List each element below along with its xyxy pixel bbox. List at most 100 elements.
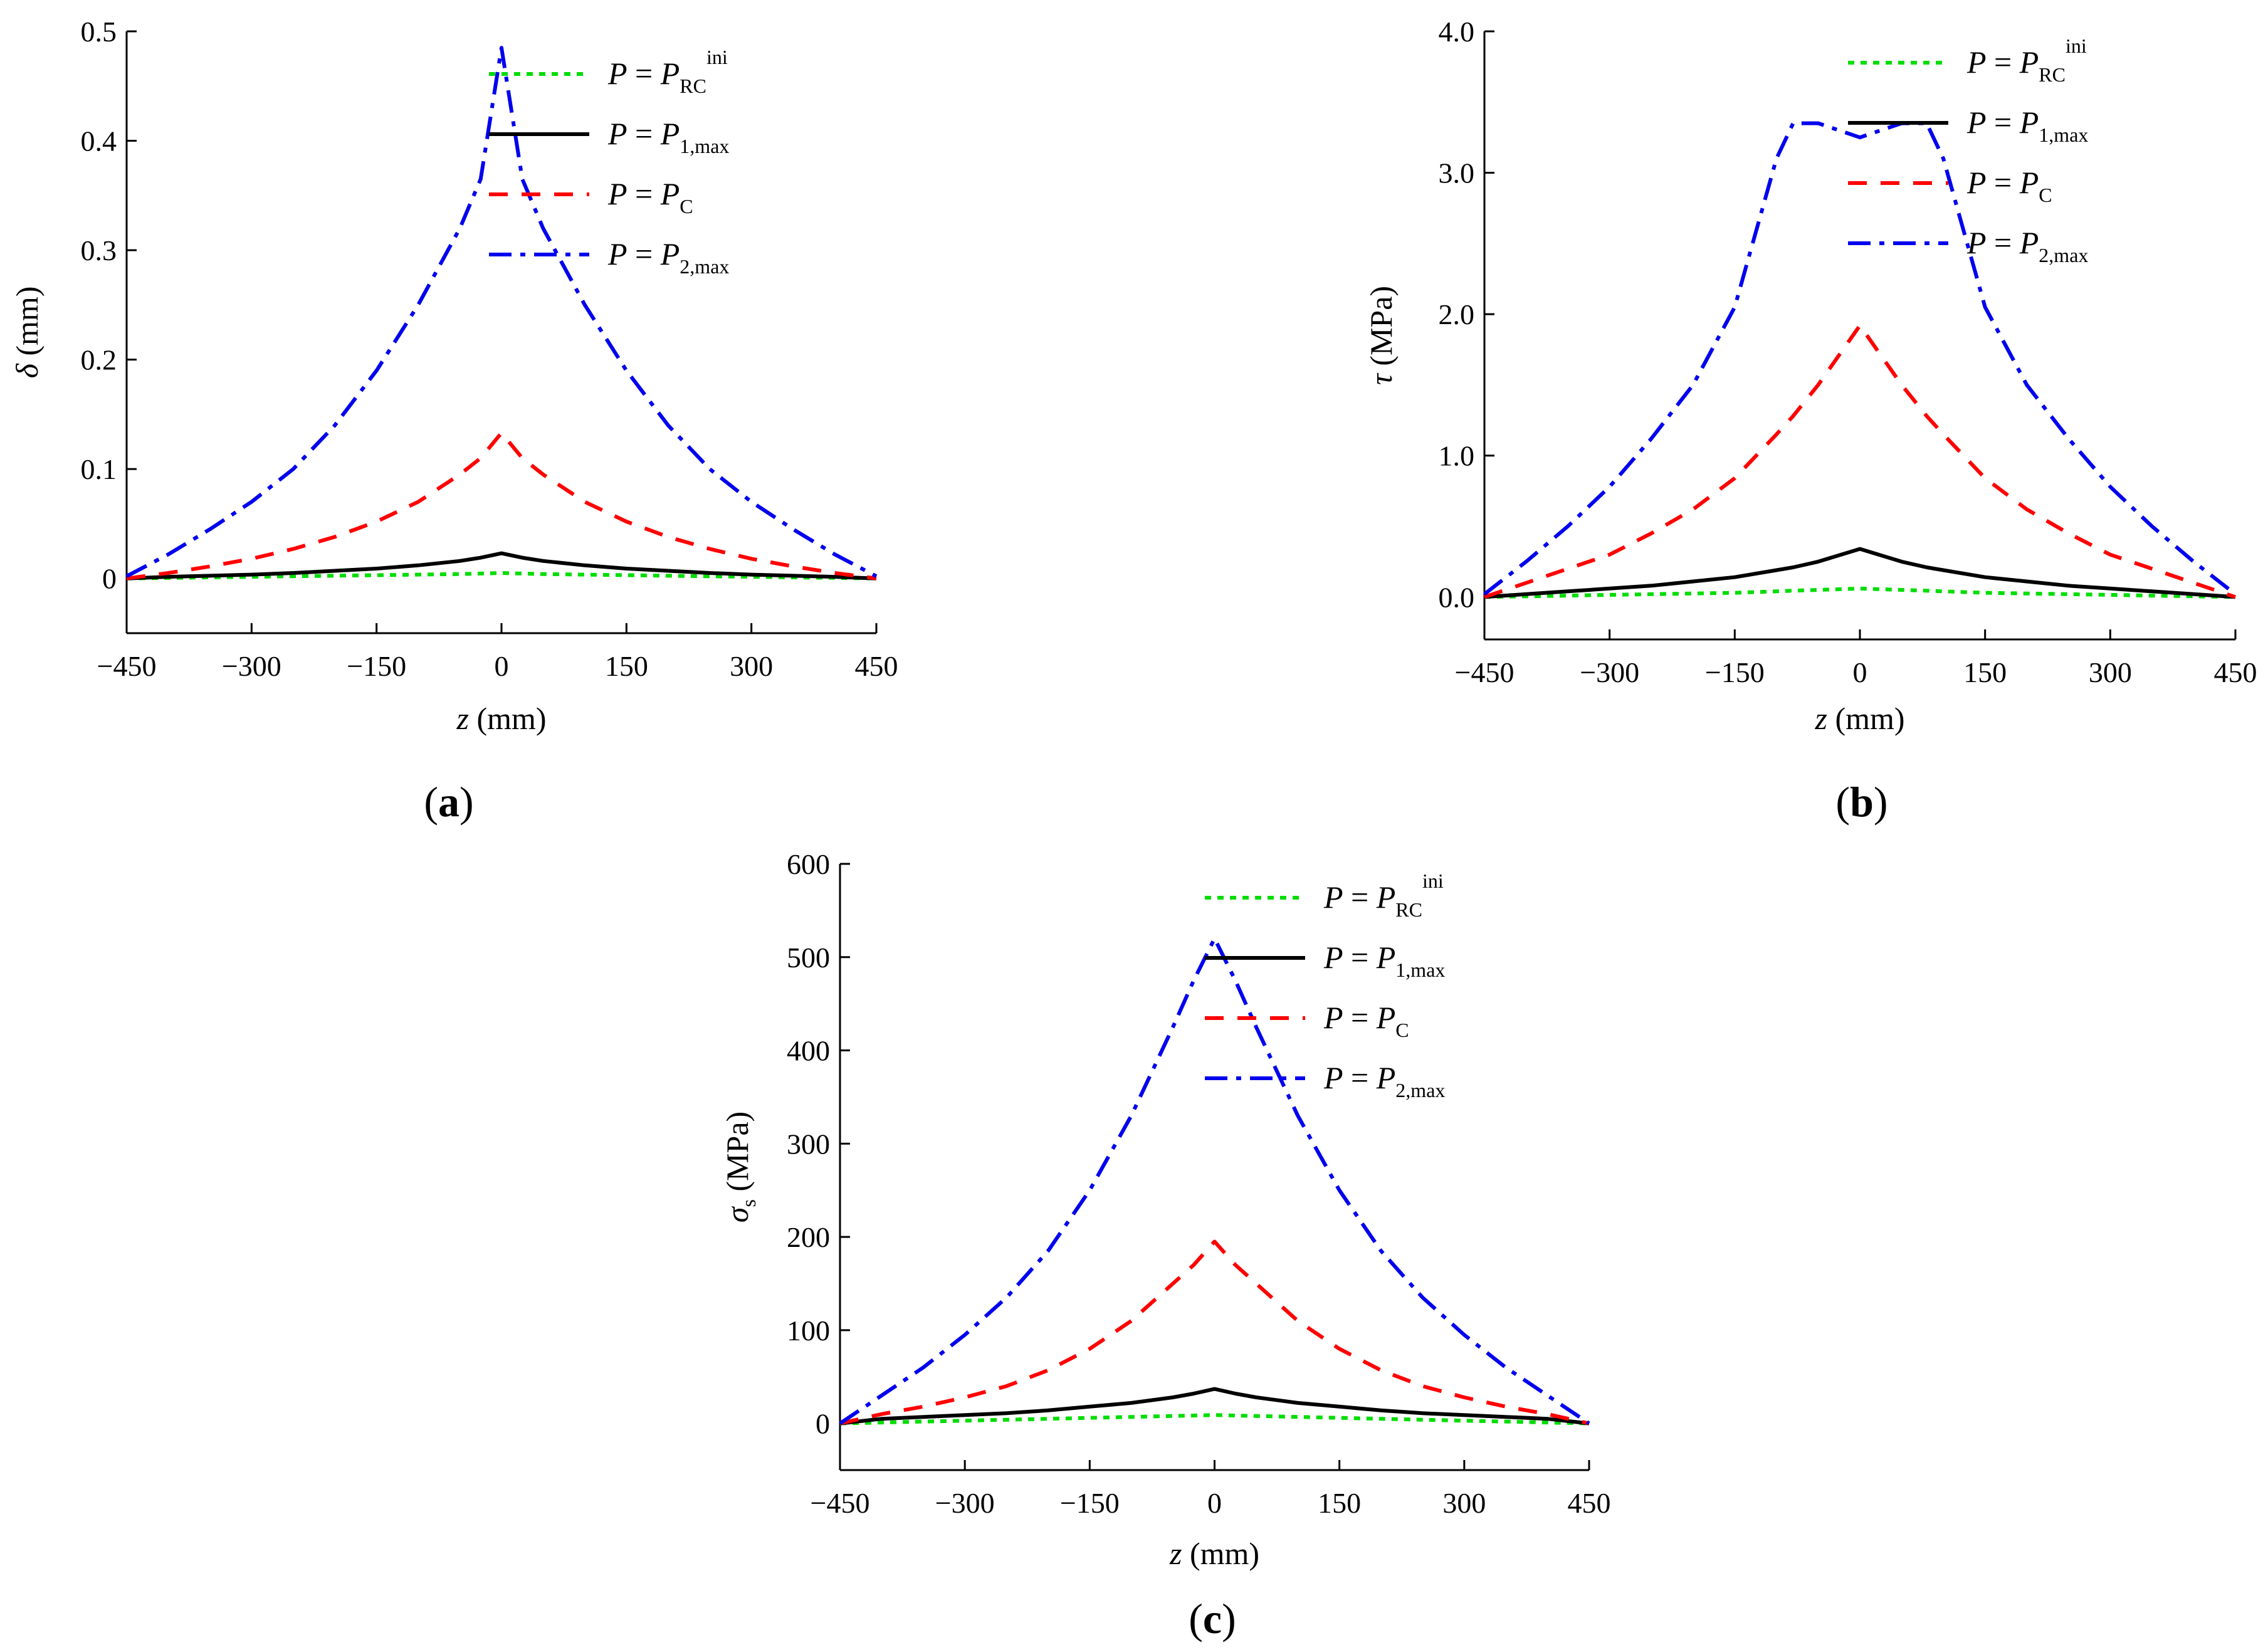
x-axis-variable: z — [1814, 701, 1827, 736]
x-tick-label: −300 — [935, 1487, 995, 1519]
panel-label-open: ( — [1835, 778, 1850, 826]
legend-rhs: P — [1376, 940, 1396, 975]
legend-lhs: P — [607, 236, 627, 271]
y-axis-variable: δ — [9, 363, 45, 378]
x-tick-label: 150 — [1318, 1487, 1361, 1519]
series-line-2 — [126, 431, 877, 581]
legend-subscript: 2,max — [1395, 1079, 1445, 1101]
legend-lhs: P — [1966, 165, 1987, 200]
legend-eq: = — [1343, 880, 1377, 915]
legend-subscript: 2,max — [680, 255, 729, 278]
x-tick-label: −150 — [1705, 656, 1765, 688]
y-axis-unit: (mm) — [9, 286, 45, 364]
legend-subscript: RC — [680, 75, 706, 97]
legend-eq: = — [627, 116, 661, 151]
panel-label-close: ) — [1222, 1595, 1236, 1642]
y-tick-label: 0.5 — [81, 16, 117, 48]
legend-subscript: C — [1395, 1019, 1409, 1041]
y-tick-label: 0.2 — [81, 344, 117, 376]
y-tick-label: 0 — [102, 563, 117, 595]
y-tick-label: 200 — [787, 1221, 830, 1253]
x-axis-unit: (mm) — [1182, 1536, 1259, 1571]
legend-eq: = — [1987, 105, 2020, 140]
legend-rhs: P — [2019, 45, 2039, 80]
y-tick-label: 0.3 — [81, 234, 117, 266]
y-tick-label: 500 — [787, 942, 830, 974]
legend-eq: = — [1343, 1000, 1377, 1035]
legend-entry: P = PC — [1323, 1000, 1409, 1041]
y-tick-label: 0.4 — [81, 125, 117, 157]
x-tick-label: −300 — [1580, 656, 1639, 688]
y-tick-label: 4.0 — [1439, 16, 1475, 48]
panel-label-open: ( — [424, 778, 438, 826]
legend-lhs: P — [607, 116, 627, 151]
panel-label-letter: a — [438, 778, 459, 826]
legend-eq: = — [627, 56, 661, 91]
legend-entry: P = P2,max — [1323, 1060, 1445, 1101]
legend-eq: = — [1987, 165, 2020, 200]
legend-eq: = — [1987, 45, 2020, 80]
series-line-0 — [126, 571, 877, 581]
y-tick-label: 2.0 — [1439, 298, 1475, 330]
y-axis-variable: τ — [1363, 372, 1399, 385]
y-tick-label: 3.0 — [1439, 157, 1475, 189]
panel-label-close: ) — [1874, 778, 1888, 826]
legend-rhs: P — [660, 116, 680, 151]
x-tick-label: 300 — [2089, 656, 2132, 688]
x-axis-variable: z — [456, 701, 468, 736]
legend-eq: = — [1343, 940, 1377, 975]
x-axis-variable: z — [1169, 1536, 1182, 1571]
legend-eq: = — [627, 236, 661, 271]
y-axis-unit: (MPa) — [720, 1111, 755, 1199]
legend-entry: P = PRCini — [1323, 870, 1444, 921]
legend-eq: = — [1343, 1060, 1377, 1095]
x-tick-label: 150 — [605, 650, 648, 682]
legend-rhs: P — [660, 56, 680, 91]
series-line-3 — [839, 937, 1590, 1426]
x-tick-label: 450 — [855, 650, 898, 682]
series-line-2 — [839, 1239, 1590, 1426]
panel-label-letter: b — [1850, 778, 1874, 826]
series-line-3 — [1483, 121, 2237, 596]
panel-label-close: ) — [459, 778, 474, 826]
legend-superscript: ini — [706, 46, 728, 68]
y-tick-label: 600 — [787, 848, 830, 880]
x-tick-label: −450 — [1455, 656, 1515, 688]
y-tick-label: 0.0 — [1439, 581, 1475, 613]
y-tick-label: 0.1 — [81, 453, 117, 485]
y-axis-title: σs (MPa) — [720, 1111, 760, 1222]
y-tick-label: 0 — [816, 1408, 830, 1440]
legend-superscript: ini — [2066, 34, 2087, 57]
legend-rhs: P — [2019, 225, 2039, 260]
series-line-0 — [839, 1413, 1590, 1426]
chart-panel-b: −450 −300 −150 0 150 300 450 0.0 1.0 2.0 3.0 4.0 z (… — [1363, 16, 2257, 826]
legend-subscript: 2,max — [2039, 244, 2088, 266]
legend-entry: P = P1,max — [1966, 105, 2088, 146]
x-tick-label: 0 — [495, 650, 509, 682]
x-tick-label: 450 — [2214, 656, 2257, 688]
legend-entry: P = PRCini — [1966, 34, 2087, 86]
series-line-2 — [1484, 323, 2236, 599]
panel-label: (b) — [1835, 778, 1887, 826]
legend-entry: P = P1,max — [1323, 940, 1445, 981]
legend-subscript: 1,max — [680, 135, 729, 157]
legend-lhs: P — [1323, 880, 1343, 915]
legend-entry: P = P2,max — [1966, 225, 2088, 266]
legend-lhs: P — [607, 176, 627, 211]
panel-label: (c) — [1189, 1595, 1236, 1642]
legend-lhs: P — [1966, 105, 1987, 140]
x-axis-title: z (mm) — [456, 701, 546, 736]
legend-subscript: 1,max — [1395, 959, 1445, 981]
legend-subscript: C — [680, 195, 693, 218]
legend-entry: P = P2,max — [607, 236, 729, 278]
x-axis-unit: (mm) — [1827, 701, 1905, 736]
series-line-1 — [839, 1387, 1590, 1426]
x-tick-label: −150 — [1060, 1487, 1120, 1519]
legend-lhs: P — [1323, 940, 1343, 975]
chart-panel-a: −450 −300 −150 0 150 300 450 0 0.1 0.2 0.3 0.4 0.5 z … — [9, 16, 898, 826]
legend-entry: P = PRCini — [607, 46, 728, 97]
legend-subscript: 1,max — [2039, 123, 2088, 146]
series-line-3 — [125, 46, 878, 578]
y-tick-label: 1.0 — [1439, 440, 1475, 472]
